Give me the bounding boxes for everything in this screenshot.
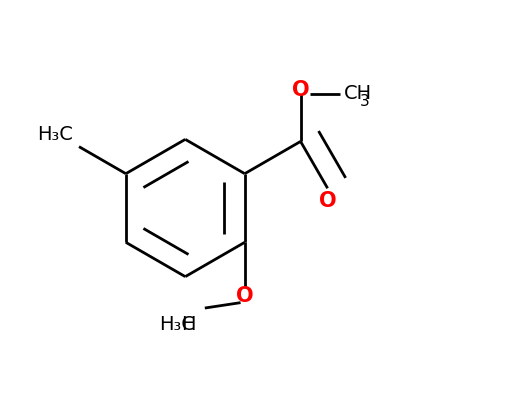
Text: H: H bbox=[181, 315, 195, 334]
Text: H₃C: H₃C bbox=[37, 126, 73, 144]
Text: H₃C: H₃C bbox=[159, 315, 195, 334]
Text: O: O bbox=[236, 286, 253, 307]
Text: O: O bbox=[319, 191, 336, 211]
Text: CH: CH bbox=[344, 84, 372, 103]
Text: 3: 3 bbox=[360, 94, 370, 109]
Text: O: O bbox=[292, 80, 309, 100]
